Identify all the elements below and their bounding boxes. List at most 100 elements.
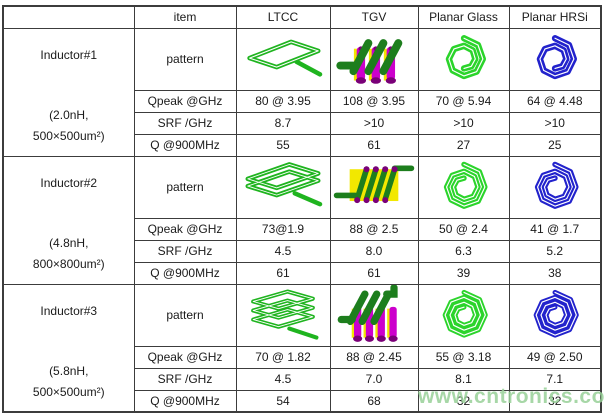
row-label-q900-1: Q @900MHz <box>133 133 237 157</box>
row-label-pattern-1: pattern <box>133 27 237 91</box>
row-label-q900-3: Q @900MHz <box>133 389 237 413</box>
value-cell: 49 @ 2.50 <box>508 345 602 369</box>
planar-glass-spiral-icon <box>442 289 488 338</box>
value-cell: 50 @ 2.4 <box>417 217 510 241</box>
value-cell: 64 @ 4.48 <box>508 89 602 113</box>
column-header-ltcc: LTCC <box>235 5 331 29</box>
value-cell: 8.7 <box>235 111 331 135</box>
value-cell: 25 <box>508 133 602 157</box>
row-label-qpeak-2: Qpeak @GHz <box>133 217 237 241</box>
inductor1-size: 500×500um²) <box>32 129 105 143</box>
inductor3-inductance: (5.8nH, <box>49 363 89 378</box>
value-cell: >10 <box>508 111 602 135</box>
planar-glass-spiral-icon <box>443 161 488 209</box>
ltcc-loop-icon <box>247 39 323 77</box>
value-cell: 68 <box>329 389 419 413</box>
value-cell: >10 <box>329 111 419 135</box>
inductor1-label-cell: Inductor#1 (2.0nH, 500×500um²) <box>2 27 135 157</box>
inductor1-name: Inductor#1 <box>40 48 98 62</box>
value-cell: 61 <box>329 133 419 157</box>
pattern-ltcc-inductor1-cell <box>235 27 331 91</box>
value-cell: >10 <box>417 111 510 135</box>
inductor3-label-cell: Inductor#3 (5.8nH, 500×500um²) <box>2 283 135 413</box>
column-header-planar-hrsi: Planar HRSi <box>508 5 602 29</box>
planar-hrsi-spiral-icon <box>536 35 577 80</box>
column-header-tgv: TGV <box>329 5 419 29</box>
pattern-glass-inductor3-cell <box>417 283 510 347</box>
tgv-horizontal-solenoid-icon <box>333 165 415 204</box>
row-label-pattern-2: pattern <box>133 155 237 219</box>
value-cell: 4.5 <box>235 239 331 263</box>
row-label-srf-3: SRF /GHz <box>133 367 237 391</box>
value-cell: 27 <box>417 133 510 157</box>
section2-qpeak-row: Qpeak @GHz 73@1.9 88 @ 2.5 50 @ 2.4 41 @… <box>3 217 602 241</box>
column-header-planar-glass: Planar Glass <box>417 5 510 29</box>
value-cell: 55 @ 3.18 <box>417 345 510 369</box>
value-cell: 41 @ 1.7 <box>508 217 602 241</box>
planar-hrsi-spiral-icon <box>533 289 579 338</box>
value-cell: 7.1 <box>508 367 602 391</box>
value-cell: 7.0 <box>329 367 419 391</box>
row-label-q900-2: Q @900MHz <box>133 261 237 285</box>
value-cell: 54 <box>235 389 331 413</box>
column-header-item: item <box>133 5 237 29</box>
pattern-glass-inductor2-cell <box>417 155 510 219</box>
header-row: item LTCC TGV Planar Glass Planar HRSi <box>2 5 602 29</box>
row-label-srf-2: SRF /GHz <box>133 239 237 263</box>
inductor3-name: Inductor#3 <box>40 303 98 318</box>
value-cell: 39 <box>417 261 510 285</box>
row-label-qpeak-1: Qpeak @GHz <box>133 89 237 113</box>
value-cell: 8.1 <box>417 367 510 391</box>
planar-glass-spiral-icon <box>445 35 486 80</box>
value-cell: 61 <box>235 261 331 285</box>
inductor2-name: Inductor#2 <box>40 176 98 190</box>
pattern-tgv-inductor1-cell <box>329 27 419 91</box>
pattern-ltcc-inductor3-cell <box>235 283 331 347</box>
section1-srf-row: SRF /GHz 8.7 >10 >10 >10 <box>3 111 602 135</box>
value-cell: 80 @ 3.95 <box>235 89 331 113</box>
pattern-hrsi-inductor1-cell <box>508 27 602 91</box>
tgv-via-solenoid-icon <box>337 285 398 342</box>
value-cell: 61 <box>329 261 419 285</box>
section1-pattern-row: Inductor#1 (2.0nH, 500×500um²) pattern <box>2 27 602 157</box>
value-cell: 70 @ 5.94 <box>417 89 510 113</box>
planar-hrsi-spiral-icon <box>534 161 579 209</box>
inductor2-size: 800×800um²) <box>32 257 105 271</box>
ltcc-multilayer-loop-icon <box>251 289 319 340</box>
row-label-qpeak-3: Qpeak @GHz <box>133 345 237 369</box>
value-cell: 73@1.9 <box>235 217 331 241</box>
inductor2-label-cell: Inductor#2 (4.8nH, 800×800um²) <box>2 155 135 285</box>
section3-q900-row: Q @900MHz 54 68 32 32 <box>3 389 602 413</box>
inductor2-inductance: (4.8nH, <box>49 236 89 250</box>
value-cell: 108 @ 3.95 <box>329 89 419 113</box>
corner-cell <box>2 5 135 29</box>
value-cell: 5.2 <box>508 239 602 263</box>
inductor1-inductance: (2.0nH, <box>49 108 89 122</box>
value-cell: 55 <box>235 133 331 157</box>
tgv-via-solenoid-icon <box>336 39 403 84</box>
value-cell: 4.5 <box>235 367 331 391</box>
pattern-tgv-inductor2-cell <box>329 155 419 219</box>
value-cell: 38 <box>508 261 602 285</box>
value-cell: 88 @ 2.45 <box>329 345 419 369</box>
value-cell: 88 @ 2.5 <box>329 217 419 241</box>
value-cell: 32 <box>417 389 510 413</box>
value-cell: 8.0 <box>329 239 419 263</box>
pattern-glass-inductor1-cell <box>417 27 510 91</box>
section3-srf-row: SRF /GHz 4.5 7.0 8.1 7.1 <box>3 367 602 391</box>
pattern-tgv-inductor3-cell <box>329 283 419 347</box>
pattern-hrsi-inductor3-cell <box>508 283 602 347</box>
inductor3-size: 500×500um²) <box>32 384 105 399</box>
pattern-hrsi-inductor2-cell <box>508 155 602 219</box>
row-label-srf-1: SRF /GHz <box>133 111 237 135</box>
ltcc-stacked-loop-icon <box>245 162 323 207</box>
section3-pattern-row: Inductor#3 (5.8nH, 500×500um²) pattern <box>2 283 602 413</box>
section2-pattern-row: Inductor#2 (4.8nH, 800×800um²) pattern <box>2 155 602 285</box>
value-cell: 32 <box>508 389 602 413</box>
value-cell: 70 @ 1.82 <box>235 345 331 369</box>
value-cell: 6.3 <box>417 239 510 263</box>
pattern-ltcc-inductor2-cell <box>235 155 331 219</box>
inductor-comparison-table: item LTCC TGV Planar Glass Planar HRSi I… <box>2 5 602 413</box>
row-label-pattern-3: pattern <box>133 283 237 347</box>
